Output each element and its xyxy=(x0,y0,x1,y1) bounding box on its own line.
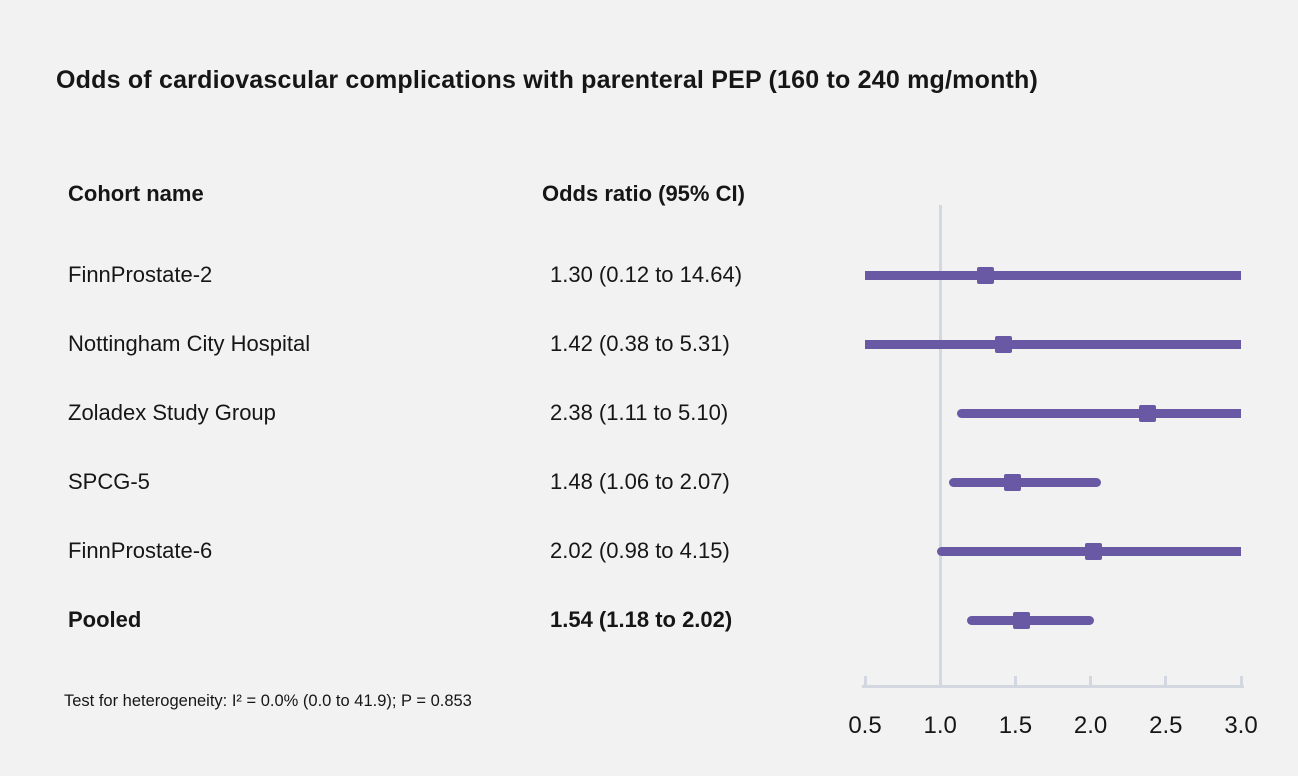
x-axis-tick xyxy=(1239,676,1243,685)
cohort-name: FinnProstate-2 xyxy=(68,262,213,287)
confidence-interval-line xyxy=(949,477,1102,487)
confidence-interval-line xyxy=(865,270,1241,280)
x-axis-tick-label: 1.5 xyxy=(998,712,1033,739)
odds-ratio-value: 2.02 (0.98 to 4.15) xyxy=(550,538,730,563)
confidence-interval-line xyxy=(956,408,1241,418)
point-estimate-marker xyxy=(976,266,994,284)
odds-ratio-value: 2.38 (1.11 to 5.10) xyxy=(550,400,729,425)
heterogeneity-note: Test for heterogeneity: I² = 0.0% (0.0 t… xyxy=(64,692,472,710)
x-axis-tick xyxy=(1089,676,1093,685)
cohort-name: Zoladex Study Group xyxy=(68,400,276,425)
x-axis-tick-label: 0.5 xyxy=(848,712,882,739)
cohort-name: Nottingham City Hospital xyxy=(68,331,311,356)
confidence-interval-line xyxy=(865,339,1241,349)
x-axis-tick-label: 2.5 xyxy=(1149,712,1183,739)
point-estimate-marker xyxy=(1139,404,1157,422)
confidence-interval-line xyxy=(967,615,1094,625)
point-estimate-marker xyxy=(1085,542,1103,560)
reference-line xyxy=(938,205,942,688)
column-header-odds-ratio: Odds ratio (95% CI) xyxy=(542,181,745,206)
x-axis-tick xyxy=(1164,676,1168,685)
x-axis-tick-label: 2.0 xyxy=(1073,712,1108,739)
chart-title: Odds of cardiovascular complications wit… xyxy=(56,66,1039,94)
cohort-name: Pooled xyxy=(68,607,142,632)
x-axis-tick-label: 3.0 xyxy=(1224,712,1258,739)
odds-ratio-value: 1.42 (0.38 to 5.31) xyxy=(550,331,730,356)
x-axis-tick xyxy=(1013,676,1017,685)
x-axis-line xyxy=(862,685,1244,688)
cohort-name: FinnProstate-6 xyxy=(68,538,213,563)
point-estimate-marker xyxy=(994,335,1012,353)
cohort-name: SPCG-5 xyxy=(68,469,150,494)
odds-ratio-value: 1.48 (1.06 to 2.07) xyxy=(550,469,730,494)
x-axis-tick xyxy=(863,676,867,685)
odds-ratio-value: 1.30 (0.12 to 14.64) xyxy=(550,262,743,287)
point-estimate-marker xyxy=(1012,611,1030,629)
x-axis-tick-label: 1.0 xyxy=(923,712,957,739)
point-estimate-marker xyxy=(1003,473,1021,491)
column-header-cohort: Cohort name xyxy=(68,181,204,206)
odds-ratio-value: 1.54 (1.18 to 2.02) xyxy=(550,607,733,632)
